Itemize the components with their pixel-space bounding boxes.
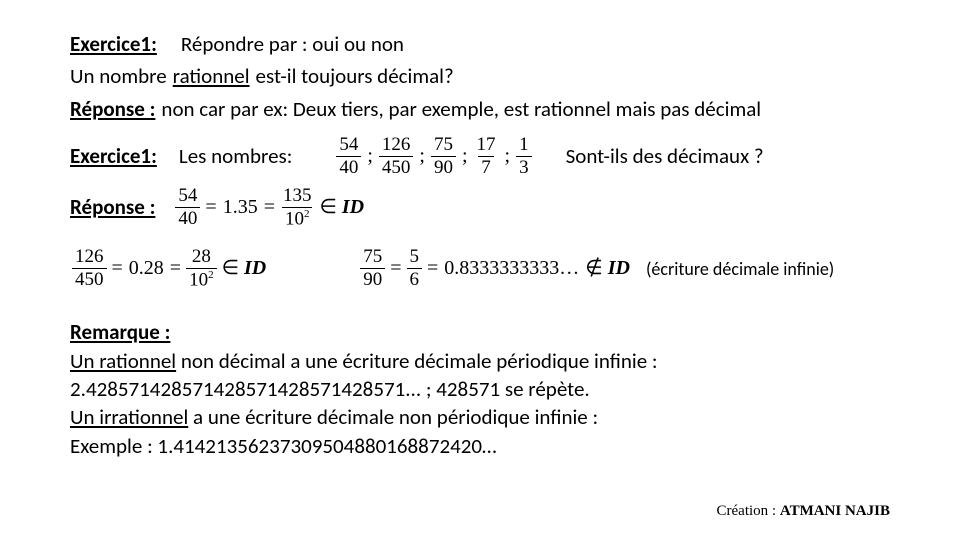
exercise-2-label: Exercice1: bbox=[70, 142, 157, 170]
equals-icon: = bbox=[205, 194, 216, 221]
q1-part-a: Un nombre bbox=[70, 62, 167, 90]
not-element-of-icon: ∉ bbox=[585, 255, 602, 282]
question-1: Un nombre rationnel est-il toujours déci… bbox=[70, 62, 890, 90]
equals-icon: = bbox=[112, 255, 123, 282]
equation-1: 5440 = 1.35 = 135 102 ∈ ID bbox=[173, 186, 366, 229]
remark-l1-rest: non décimal a une écriture décimale péri… bbox=[181, 348, 658, 374]
infinite-decimal-note: (écriture décimale infinie) bbox=[646, 257, 834, 281]
answer-2: Réponse : 5440 = 1.35 = 135 102 ∈ ID bbox=[70, 186, 890, 229]
eq2a-frac-b: 28 102 bbox=[186, 247, 217, 290]
exercise-1-prompt: Répondre par : oui ou non bbox=[181, 30, 404, 58]
eq2b-frac-a: 7590 bbox=[360, 247, 385, 290]
exercise-2-tail: Sont-ils des décimaux ? bbox=[566, 142, 764, 170]
equals-icon: = bbox=[170, 255, 181, 282]
fraction-list: 5440 ; 126450 ; 7590 ; 177 ; 13 bbox=[334, 135, 533, 178]
q1-underlined: rationnel bbox=[173, 62, 250, 90]
equals-icon: = bbox=[427, 255, 438, 282]
eq2a-frac-a: 126450 bbox=[72, 247, 107, 290]
remark-block: Remarque : Un rationnel non décimal a un… bbox=[70, 318, 890, 460]
eq1-frac-a: 5440 bbox=[175, 186, 200, 229]
credit-author: ATMANI NAJIB bbox=[780, 503, 890, 519]
fraction-3: 7590 bbox=[431, 135, 456, 178]
equals-icon: = bbox=[264, 194, 275, 221]
separator-icon: ; bbox=[505, 143, 511, 170]
set-id: ID bbox=[244, 255, 266, 282]
q1-part-b: est-il toujours décimal? bbox=[256, 62, 454, 90]
equation-line-2: 126450 = 0.28 = 28 102 ∈ ID 7590 = 56 = … bbox=[70, 247, 890, 290]
exercise-2-intro: Les nombres: bbox=[179, 142, 292, 170]
equation-2b: 7590 = 56 = 0.8333333333… ∉ ID bbox=[358, 247, 632, 290]
set-id: ID bbox=[608, 255, 630, 282]
eq1-value: 1.35 bbox=[223, 194, 258, 221]
eq2a-value: 0.28 bbox=[129, 255, 164, 282]
document-page: Exercice1: Répondre par : oui ou non Un … bbox=[0, 0, 960, 460]
set-id: ID bbox=[342, 194, 364, 221]
remark-l3-rest: a une écriture décimale non périodique i… bbox=[193, 404, 598, 430]
fraction-1: 5440 bbox=[336, 135, 361, 178]
eq1-frac-b: 135 102 bbox=[280, 186, 315, 229]
credit-line: Création : ATMANI NAJIB bbox=[717, 503, 890, 520]
eq2b-value: 0.8333333333… bbox=[444, 255, 579, 282]
separator-icon: ; bbox=[462, 143, 468, 170]
credit-prefix: Création : bbox=[717, 503, 777, 519]
remark-line-2: 2.428571428571428571428571428571... ; 42… bbox=[70, 375, 890, 403]
remark-l1-underlined: Un rationnel bbox=[70, 348, 176, 374]
equals-icon: = bbox=[390, 255, 401, 282]
fraction-5: 13 bbox=[516, 135, 532, 178]
fraction-4: 177 bbox=[474, 135, 499, 178]
separator-icon: ; bbox=[367, 143, 373, 170]
answer-1-text: non car par ex: Deux tiers, par exemple,… bbox=[161, 95, 761, 123]
element-of-icon: ∈ bbox=[222, 255, 239, 282]
exercise-2-header: Exercice1: Les nombres: 5440 ; 126450 ; … bbox=[70, 135, 890, 178]
remark-line-4: Exemple : 1.4142135623730950488016887242… bbox=[70, 432, 890, 460]
exercise-1-header: Exercice1: Répondre par : oui ou non bbox=[70, 30, 890, 58]
eq2b-frac-b: 56 bbox=[407, 247, 423, 290]
separator-icon: ; bbox=[419, 143, 425, 170]
fraction-2: 126450 bbox=[379, 135, 414, 178]
equation-2a: 126450 = 0.28 = 28 102 ∈ ID bbox=[70, 247, 268, 290]
exercise-1-label: Exercice1: bbox=[70, 30, 157, 58]
remark-l3-underlined: Un irrationnel bbox=[70, 404, 188, 430]
answer-2-label: Réponse : bbox=[70, 193, 155, 221]
answer-1: Réponse : non car par ex: Deux tiers, pa… bbox=[70, 95, 890, 123]
answer-1-label: Réponse : bbox=[70, 95, 155, 123]
remark-line-1: Un rationnel non décimal a une écriture … bbox=[70, 347, 890, 375]
remark-label: Remarque : bbox=[70, 318, 890, 346]
element-of-icon: ∈ bbox=[319, 194, 336, 221]
remark-line-3: Un irrationnel a une écriture décimale n… bbox=[70, 403, 890, 431]
